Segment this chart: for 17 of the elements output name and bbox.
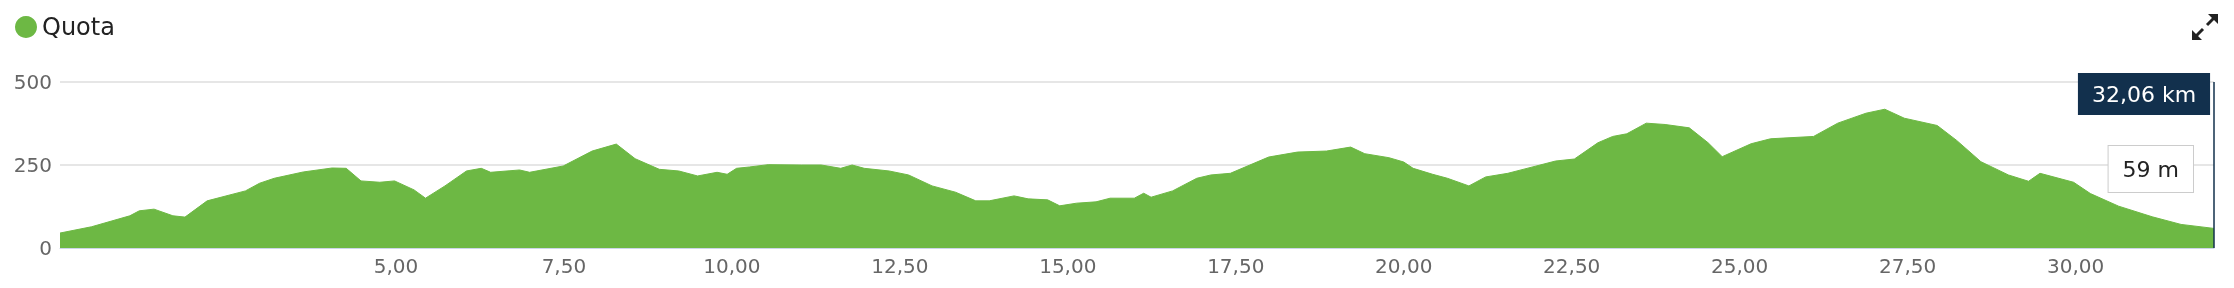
- y-tick-label: 500: [13, 70, 52, 94]
- x-tick-label: 17,50: [1207, 254, 1265, 278]
- x-tick-label: 12,50: [871, 254, 929, 278]
- ref-line-label: 32,06 km: [2091, 81, 2197, 107]
- x-tick-label: 5,00: [373, 254, 419, 278]
- legend-label: Quota: [42, 13, 115, 41]
- x-tick-label: 30,00: [2046, 254, 2105, 278]
- x-tick-label: 22,50: [1543, 254, 1601, 278]
- x-tick-label: 25,00: [1711, 254, 1769, 278]
- x-tick-label: 27,50: [1879, 254, 1937, 278]
- x-tick-label: 10,00: [703, 254, 761, 278]
- x-tick-label: 20,00: [1375, 254, 1433, 278]
- x-tick-label: 15,00: [1039, 254, 1097, 278]
- y-tick-label: 0: [39, 236, 52, 260]
- y-tick-label: 250: [13, 153, 52, 177]
- annotation: 59 m: [2122, 156, 2179, 182]
- x-tick-label: 7,50: [541, 254, 587, 278]
